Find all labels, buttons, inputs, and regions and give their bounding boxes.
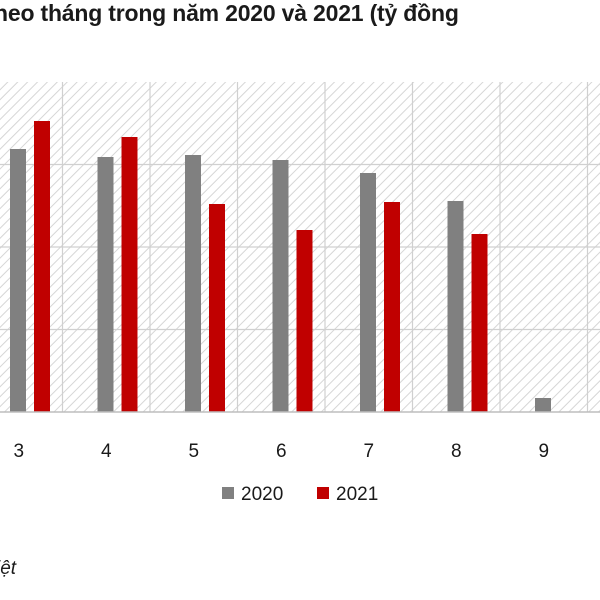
bar-2020-8 [447, 201, 464, 412]
legend-swatch-2021 [317, 487, 329, 499]
legend-label-2021: 2021 [336, 484, 378, 505]
bar-2021-4 [121, 137, 138, 412]
x-tick-labels: 3 4 5 6 7 8 9 [13, 441, 549, 462]
legend-label-2020: 2020 [241, 484, 283, 505]
legend-swatch-2020 [222, 487, 234, 499]
source-note: iệt [0, 558, 17, 579]
x-tick-label: 4 [101, 441, 112, 462]
x-tick-label: 7 [363, 441, 374, 462]
bar-2021-6 [296, 230, 313, 412]
bar-2020-9 [535, 398, 551, 412]
legend: 2020 2021 [222, 484, 378, 505]
x-tick-label: 9 [538, 441, 549, 462]
x-tick-label: 8 [451, 441, 462, 462]
bar-2020-4 [97, 157, 114, 412]
x-tick-label: 6 [276, 441, 287, 462]
bar-2020-5 [185, 155, 201, 412]
bar-2021-3 [34, 121, 50, 412]
bar-2021-8 [471, 234, 488, 412]
bars [10, 121, 551, 412]
chart-title: heo tháng trong năm 2020 và 2021 (tỷ đồn… [0, 0, 459, 26]
bar-2021-5 [209, 204, 225, 412]
bar-2021-7 [384, 202, 400, 412]
bar-2020-3 [10, 149, 26, 412]
bar-2020-6 [272, 160, 289, 412]
bar-2020-7 [360, 173, 376, 412]
x-tick-label: 3 [13, 441, 24, 462]
x-tick-label: 5 [188, 441, 199, 462]
